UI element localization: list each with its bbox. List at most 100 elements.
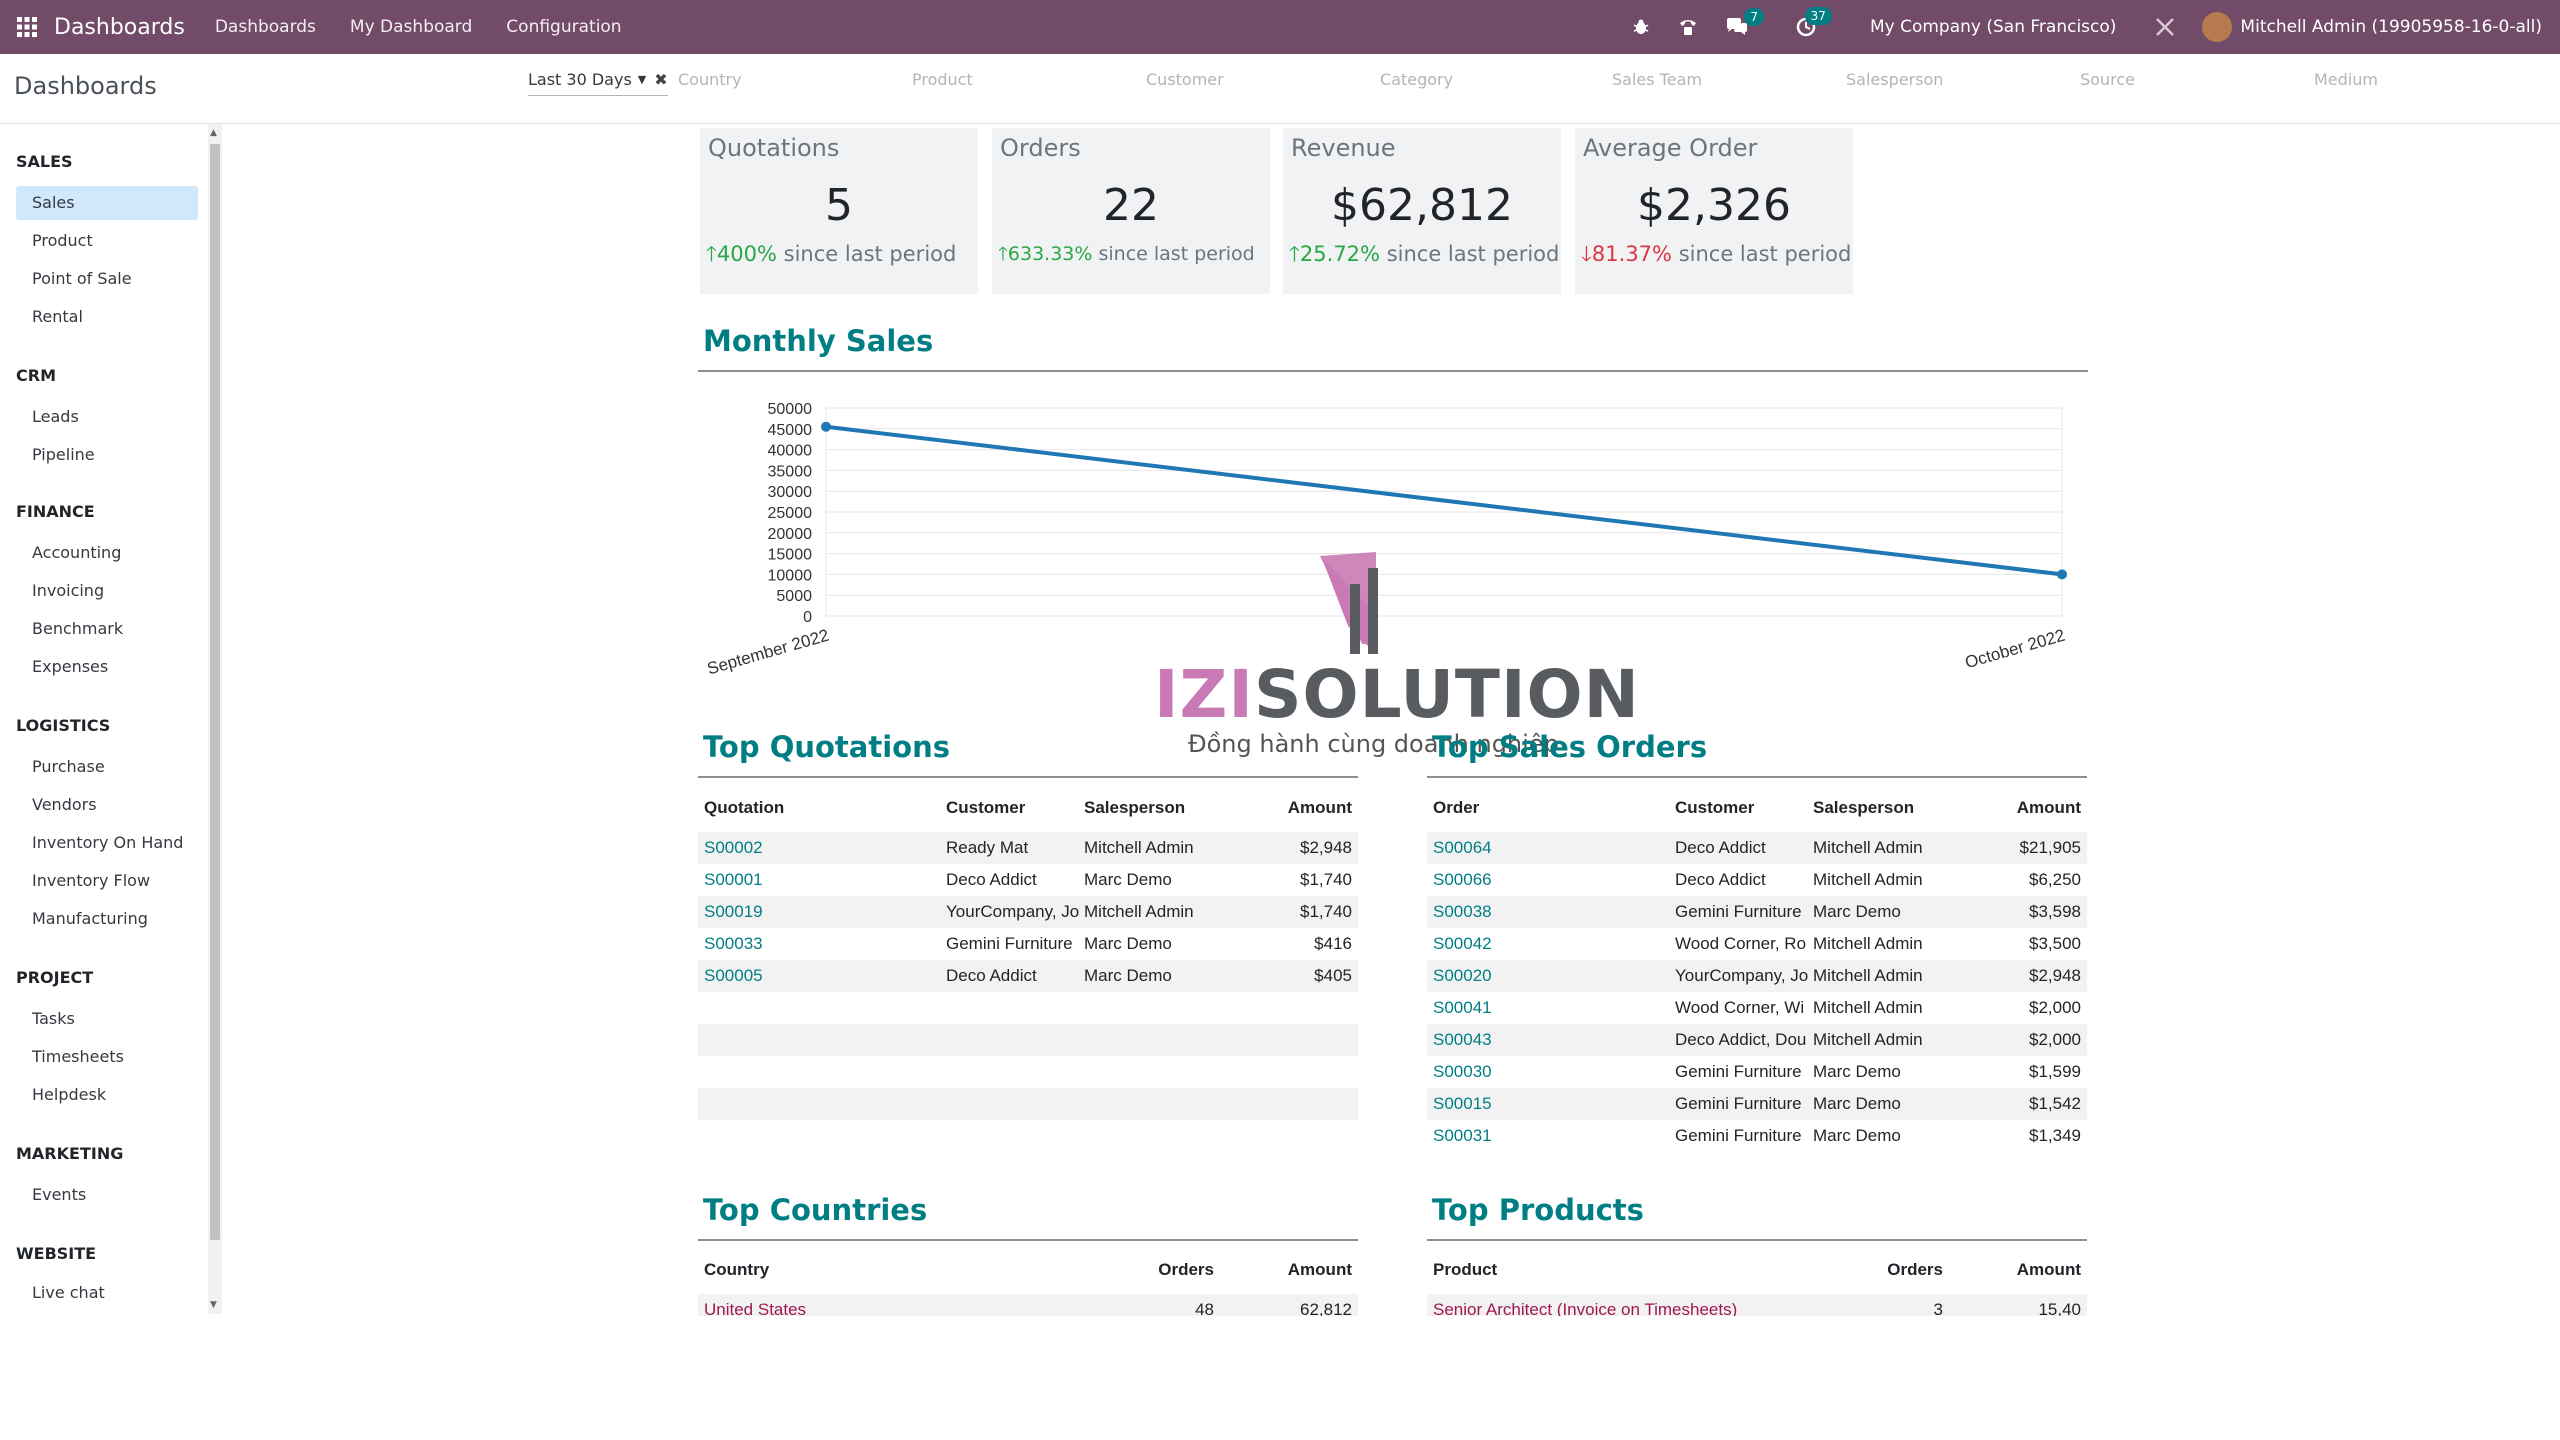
filter-salesperson[interactable]: Salesperson bbox=[1846, 70, 1944, 89]
menu-my-dashboard[interactable]: My Dashboard bbox=[349, 17, 473, 37]
apps-menu-icon[interactable] bbox=[0, 0, 54, 54]
table-row[interactable]: United States 48 62,812 bbox=[698, 1294, 1358, 1316]
filter-category[interactable]: Category bbox=[1380, 70, 1454, 89]
sidebar-item-vendors[interactable]: Vendors bbox=[32, 795, 97, 814]
sidebar-item-expenses[interactable]: Expenses bbox=[32, 657, 109, 676]
column-header[interactable]: Amount bbox=[2016, 798, 2081, 817]
kpi-card-orders[interactable]: Orders 22 🡑633.33% since last period bbox=[992, 128, 1270, 294]
company-switcher[interactable]: My Company (San Francisco) bbox=[1869, 17, 2117, 37]
filter-customer[interactable]: Customer bbox=[1146, 70, 1224, 89]
scroll-up-arrow-icon[interactable]: ▲ bbox=[210, 128, 217, 138]
order-link[interactable]: S00042 bbox=[1433, 934, 1492, 953]
order-link[interactable]: S00043 bbox=[1433, 1030, 1492, 1049]
order-link[interactable]: S00015 bbox=[1433, 1094, 1492, 1113]
quotation-link[interactable]: S00001 bbox=[704, 870, 763, 889]
scroll-down-arrow-icon[interactable]: ▼ bbox=[210, 1300, 217, 1310]
order-link[interactable]: S00030 bbox=[1433, 1062, 1492, 1081]
country-link[interactable]: United States bbox=[704, 1300, 807, 1316]
product-link[interactable]: Senior Architect (Invoice on Timesheets) bbox=[1433, 1300, 1738, 1316]
user-menu[interactable]: Mitchell Admin (19905958-16-0-all) bbox=[2240, 17, 2542, 37]
order-link[interactable]: S00066 bbox=[1433, 870, 1492, 889]
column-header[interactable]: Amount bbox=[1287, 1260, 1352, 1279]
user-avatar[interactable] bbox=[2202, 12, 2233, 42]
sidebar-item-point-of-sale[interactable]: Point of Sale bbox=[32, 269, 132, 288]
column-header[interactable]: Orders bbox=[1887, 1260, 1943, 1279]
sidebar-item-benchmark[interactable]: Benchmark bbox=[32, 619, 124, 638]
menu-dashboards[interactable]: Dashboards bbox=[214, 17, 316, 37]
column-header[interactable]: Salesperson bbox=[1084, 798, 1186, 817]
app-title[interactable]: Dashboards bbox=[54, 14, 185, 40]
sidebar-item-inventory-flow[interactable]: Inventory Flow bbox=[32, 871, 151, 890]
table-row[interactable]: S00064 Deco Addict Mitchell Admin $21,90… bbox=[1427, 832, 2087, 864]
quotation-link[interactable]: S00002 bbox=[704, 838, 763, 857]
scrollbar-thumb[interactable] bbox=[210, 144, 220, 1240]
date-filter-select[interactable]: Last 30 Days ▼ ✖ bbox=[528, 70, 668, 96]
table-row[interactable]: S00020 YourCompany, Jo Mitchell Admin $2… bbox=[1427, 960, 2087, 992]
sidebar-scrollbar[interactable]: ▲ ▼ bbox=[208, 124, 222, 1314]
sidebar-item-timesheets[interactable]: Timesheets bbox=[32, 1047, 124, 1066]
filter-medium[interactable]: Medium bbox=[2314, 70, 2378, 89]
column-header[interactable]: Salesperson bbox=[1813, 798, 1915, 817]
phone-icon[interactable] bbox=[1678, 18, 1698, 36]
debug-tools-icon[interactable] bbox=[2154, 16, 2176, 38]
kpi-card-quotations[interactable]: Quotations 5 🡑400% since last period bbox=[700, 128, 978, 294]
sidebar-item-tasks[interactable]: Tasks bbox=[32, 1009, 75, 1028]
table-row[interactable]: S00005 Deco Addict Marc Demo $405 bbox=[698, 960, 1358, 992]
table-row[interactable]: S00015 Gemini Furniture Marc Demo $1,542 bbox=[1427, 1088, 2087, 1120]
sidebar-item-leads[interactable]: Leads bbox=[32, 407, 79, 426]
column-header[interactable]: Product bbox=[1433, 1260, 1498, 1279]
table-row[interactable]: S00030 Gemini Furniture Marc Demo $1,599 bbox=[1427, 1056, 2087, 1088]
column-header[interactable]: Amount bbox=[2016, 1260, 2081, 1279]
order-link[interactable]: S00038 bbox=[1433, 902, 1492, 921]
sidebar-item-live-chat[interactable]: Live chat bbox=[32, 1283, 105, 1302]
filter-sales-team[interactable]: Sales Team bbox=[1612, 70, 1702, 89]
quotation-link[interactable]: S00019 bbox=[704, 902, 763, 921]
order-link[interactable]: S00064 bbox=[1433, 838, 1492, 857]
column-header[interactable]: Order bbox=[1433, 798, 1480, 817]
sidebar-item-inventory-on-hand[interactable]: Inventory On Hand bbox=[32, 833, 184, 852]
order-link[interactable]: S00020 bbox=[1433, 966, 1492, 985]
sidebar-item-rental[interactable]: Rental bbox=[32, 307, 83, 326]
sidebar-item-helpdesk[interactable]: Helpdesk bbox=[32, 1085, 107, 1104]
messages-icon[interactable]: 7 bbox=[1726, 8, 1764, 36]
salesperson-cell: Marc Demo bbox=[1813, 1062, 1901, 1081]
sidebar-item-purchase[interactable]: Purchase bbox=[32, 757, 105, 776]
table-row[interactable]: S00019 YourCompany, Jo Mitchell Admin $1… bbox=[698, 896, 1358, 928]
table-row[interactable]: S00002 Ready Mat Mitchell Admin $2,948 bbox=[698, 832, 1358, 864]
column-header[interactable]: Customer bbox=[1675, 798, 1755, 817]
menu-configuration[interactable]: Configuration bbox=[506, 17, 622, 37]
table-row[interactable]: S00033 Gemini Furniture Marc Demo $416 bbox=[698, 928, 1358, 960]
order-link[interactable]: S00031 bbox=[1433, 1126, 1492, 1145]
column-header[interactable]: Quotation bbox=[704, 798, 785, 817]
filter-source[interactable]: Source bbox=[2080, 70, 2135, 89]
column-header[interactable]: Orders bbox=[1158, 1260, 1214, 1279]
kpi-card-revenue[interactable]: Revenue $62,812 🡑25.72% since last perio… bbox=[1283, 128, 1561, 294]
sidebar-item-events[interactable]: Events bbox=[32, 1185, 87, 1204]
sidebar-item-manufacturing[interactable]: Manufacturing bbox=[32, 909, 148, 928]
table-row[interactable]: S00066 Deco Addict Mitchell Admin $6,250 bbox=[1427, 864, 2087, 896]
sidebar-item-invoicing[interactable]: Invoicing bbox=[32, 581, 105, 600]
order-link[interactable]: S00041 bbox=[1433, 998, 1492, 1017]
filter-product[interactable]: Product bbox=[912, 70, 973, 89]
column-header[interactable]: Customer bbox=[946, 798, 1026, 817]
column-header[interactable]: Country bbox=[704, 1260, 770, 1279]
quotation-link[interactable]: S00033 bbox=[704, 934, 763, 953]
table-row[interactable]: S00042 Wood Corner, Ro Mitchell Admin $3… bbox=[1427, 928, 2087, 960]
kpi-card-average-order[interactable]: Average Order $2,326 🡓81.37% since last … bbox=[1575, 128, 1853, 294]
table-row[interactable]: S00001 Deco Addict Marc Demo $1,740 bbox=[698, 864, 1358, 896]
sidebar-item-sales[interactable]: Sales bbox=[16, 186, 198, 220]
table-row[interactable]: S00043 Deco Addict, Dou Mitchell Admin $… bbox=[1427, 1024, 2087, 1056]
sidebar-item-pipeline[interactable]: Pipeline bbox=[32, 445, 95, 464]
sidebar-item-product[interactable]: Product bbox=[32, 231, 93, 250]
activities-clock-icon[interactable]: 37 bbox=[1796, 7, 1832, 37]
table-row[interactable]: S00031 Gemini Furniture Marc Demo $1,349 bbox=[1427, 1120, 2087, 1152]
table-row[interactable]: S00041 Wood Corner, Wi Mitchell Admin $2… bbox=[1427, 992, 2087, 1024]
table-row[interactable]: Senior Architect (Invoice on Timesheets)… bbox=[1427, 1294, 2087, 1316]
table-row[interactable]: S00038 Gemini Furniture Marc Demo $3,598 bbox=[1427, 896, 2087, 928]
quotation-link[interactable]: S00005 bbox=[704, 966, 763, 985]
column-header[interactable]: Amount bbox=[1287, 798, 1352, 817]
sidebar-item-accounting[interactable]: Accounting bbox=[32, 543, 122, 562]
filter-country[interactable]: Country bbox=[678, 70, 742, 89]
clear-filter-icon[interactable]: ✖ bbox=[654, 70, 668, 89]
bug-icon[interactable] bbox=[1632, 18, 1650, 36]
